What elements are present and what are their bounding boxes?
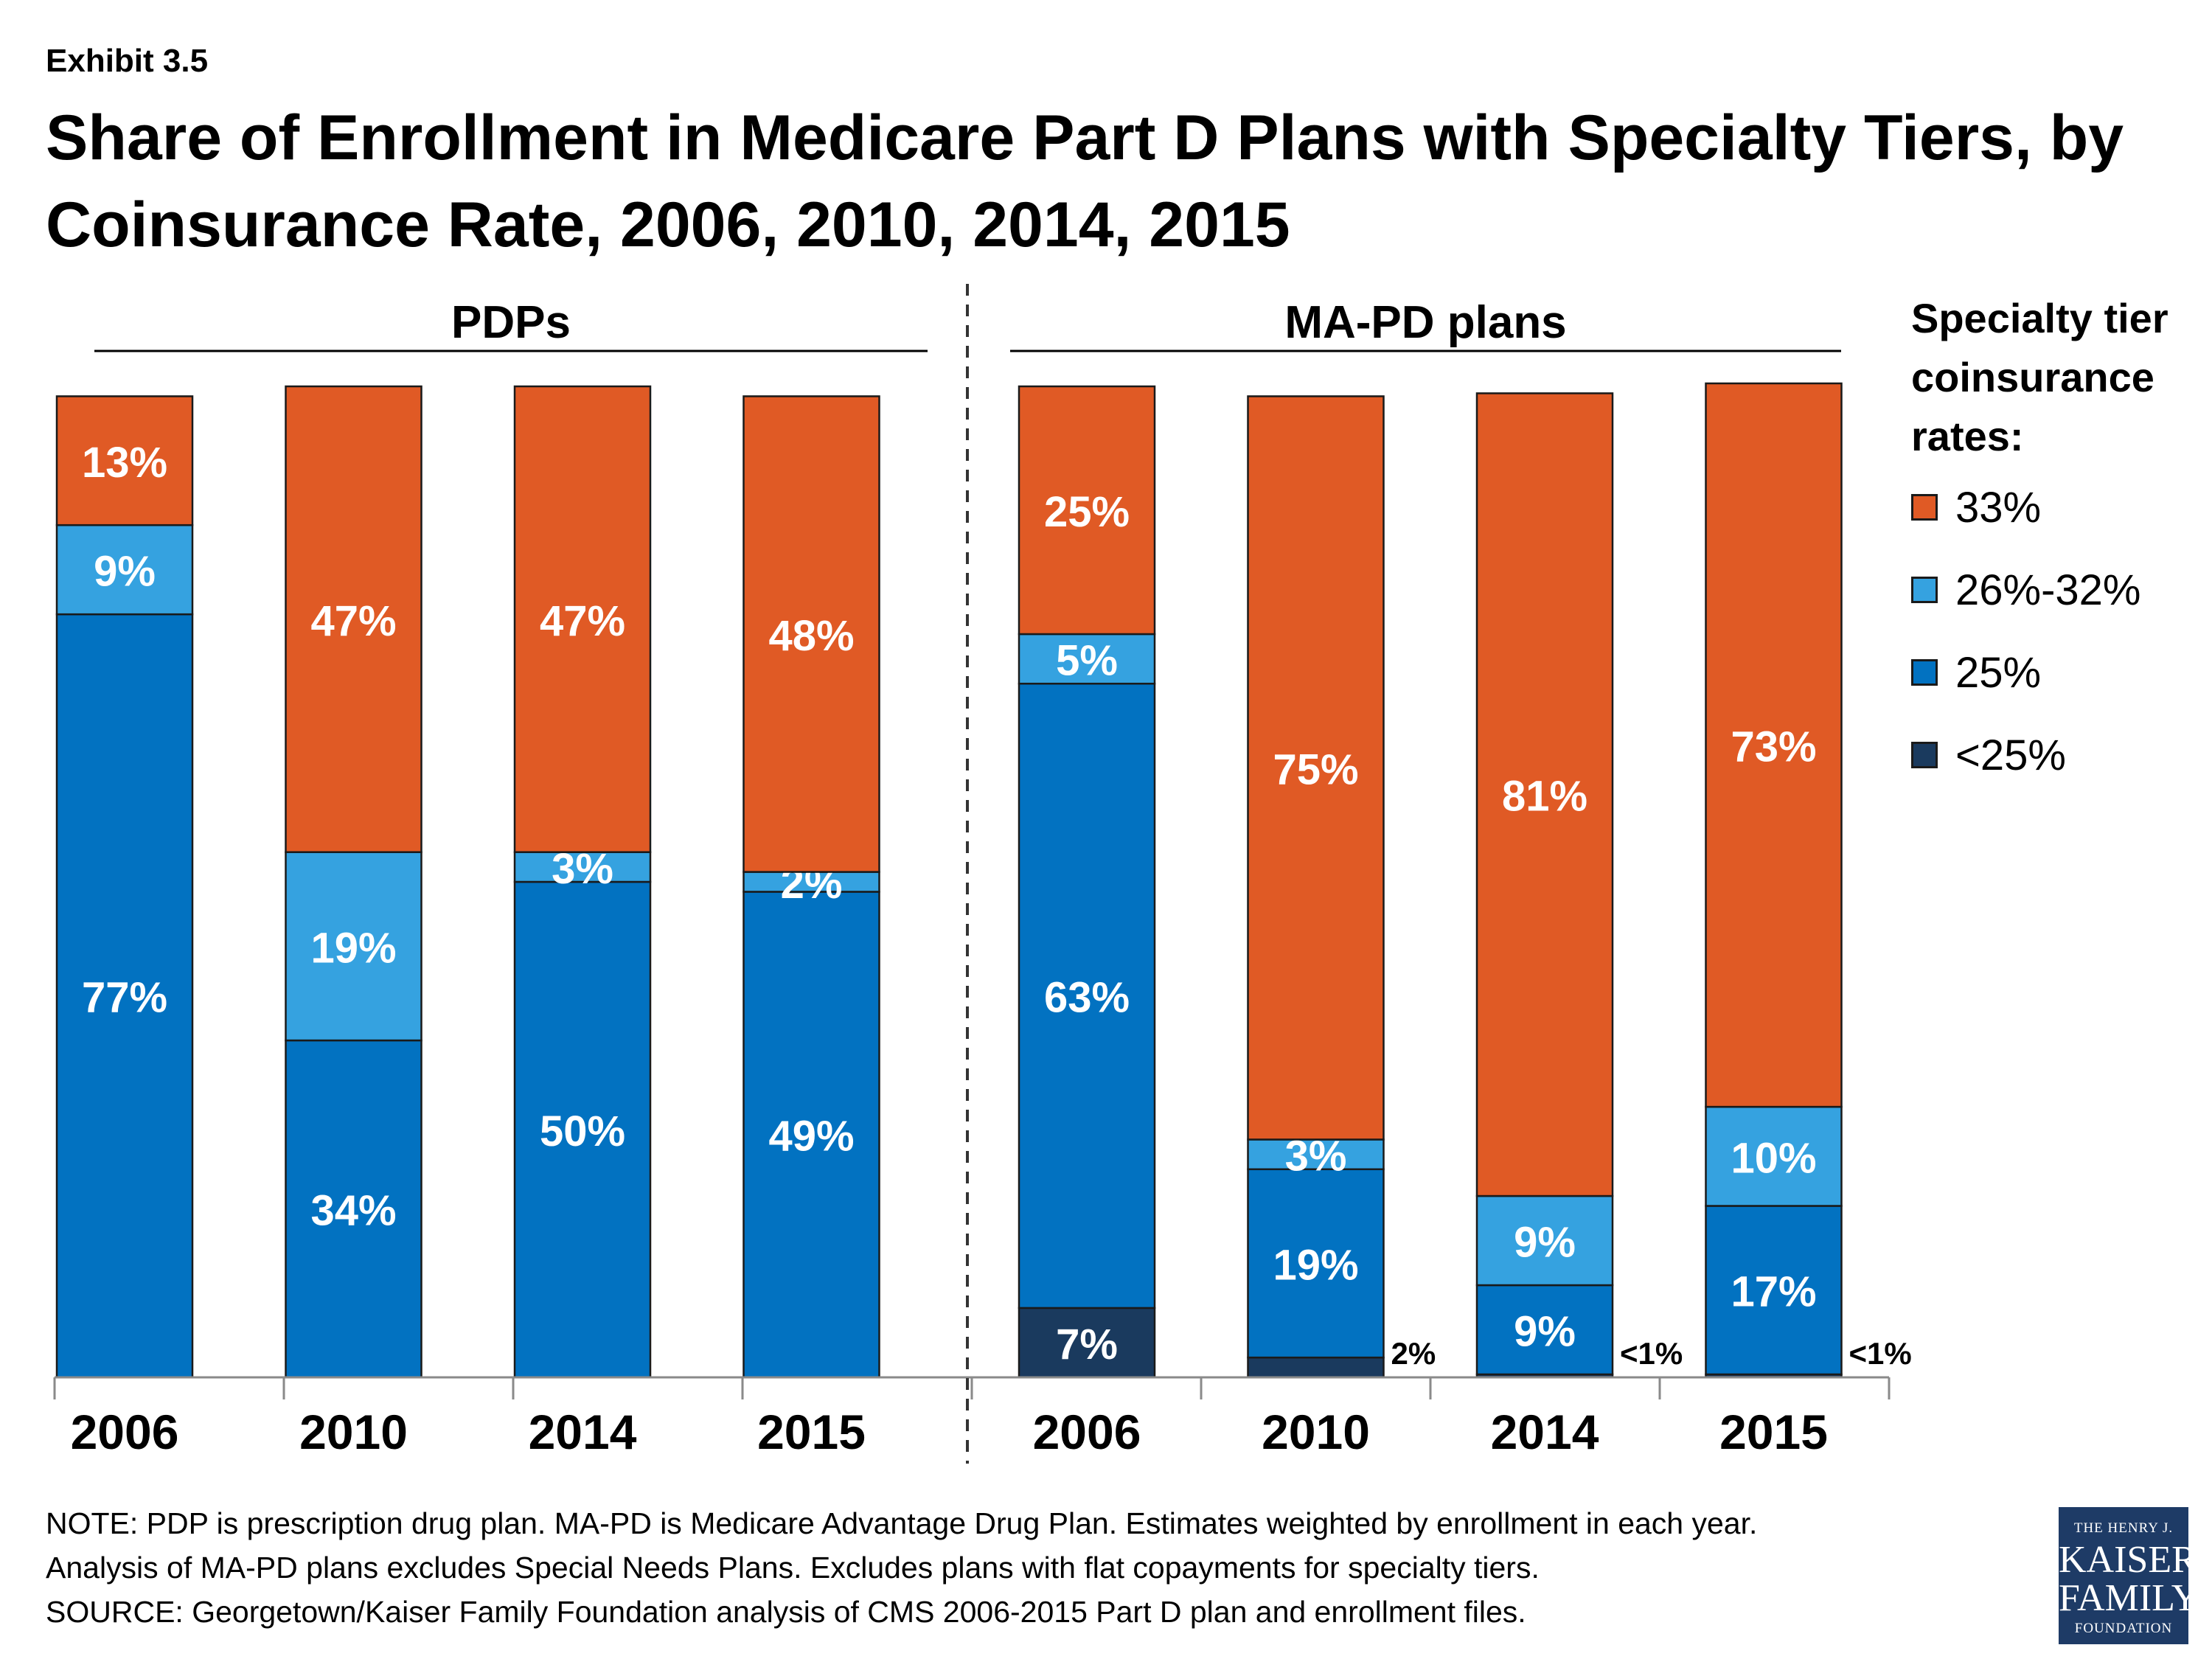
data-label: 19% (310, 924, 396, 972)
x-tick-label: 2014 (1491, 1405, 1599, 1459)
legend-swatch (1911, 659, 1938, 686)
data-label: 13% (82, 439, 167, 487)
bar-segment (1475, 1194, 1614, 1287)
bar-segment (55, 524, 194, 616)
bar-segment (1705, 1105, 1843, 1207)
source-line: SOURCE: Georgetown/Kaiser Family Foundat… (46, 1595, 1526, 1629)
bar-segment (1475, 1284, 1614, 1376)
x-tick-label: 2014 (529, 1405, 637, 1459)
legend-item-25: 25% (1911, 631, 2177, 714)
group-header: MA-PD plans (1284, 297, 1566, 348)
bar-segment (742, 871, 880, 893)
legend-label: 26%-32% (1955, 566, 2141, 614)
bar-segment (55, 613, 194, 1379)
bar-segment (742, 891, 880, 1379)
legend-item-33: 33% (1911, 466, 2177, 549)
x-tick-label: 2006 (1033, 1405, 1141, 1459)
bar-segment (513, 385, 652, 853)
data-label: 47% (540, 597, 625, 645)
data-label: 19% (1273, 1241, 1358, 1289)
data-label: 50% (540, 1107, 625, 1155)
data-label: 10% (1731, 1134, 1816, 1182)
data-label: 34% (310, 1187, 396, 1235)
x-tick-label: 2010 (1262, 1405, 1370, 1459)
legend-swatch (1911, 742, 1938, 768)
data-label: 49% (768, 1113, 854, 1161)
legend-swatch (1911, 494, 1938, 521)
bar-segment (285, 385, 422, 853)
footnotes: NOTE: PDP is prescription drug plan. MA-… (46, 1501, 1757, 1634)
legend: Specialty tier coinsurance rates: 33% 26… (1911, 289, 2177, 796)
legend-label: <25% (1955, 731, 2066, 779)
legend-label: 33% (1955, 483, 2042, 532)
chart-title: Share of Enrollment in Medicare Part D P… (46, 102, 2124, 260)
bar-segment (1018, 385, 1156, 636)
bar-segment (1247, 1138, 1385, 1171)
bar-segment (1705, 1205, 1843, 1376)
bar-segment (1018, 633, 1156, 685)
bar-segment (1247, 1168, 1385, 1359)
bar-segment (1247, 1356, 1385, 1379)
data-label: 81% (1502, 773, 1587, 821)
data-label: 73% (1731, 723, 1816, 771)
data-label: <1% (1620, 1336, 1683, 1371)
data-label: 2% (1391, 1336, 1436, 1371)
legend-item-26-32: 26%-32% (1911, 549, 2177, 631)
data-label: 47% (310, 597, 396, 645)
exhibit-label: Exhibit 3.5 (46, 43, 209, 79)
data-label: 17% (1731, 1268, 1816, 1316)
legend-title: Specialty tier coinsurance rates: (1911, 295, 2168, 459)
data-label: 9% (94, 548, 156, 596)
data-label: 5% (1056, 637, 1118, 685)
data-label: 7% (1056, 1321, 1118, 1368)
bar-segment (742, 395, 880, 873)
x-tick-label: 2015 (757, 1405, 866, 1459)
data-label: 75% (1273, 745, 1358, 793)
bar-segment (1475, 392, 1614, 1197)
data-label: 77% (82, 974, 167, 1022)
bar-segment (285, 851, 422, 1042)
legend-label: 25% (1955, 648, 2042, 697)
bar-segment (1018, 1307, 1156, 1379)
data-label: 9% (1514, 1307, 1576, 1355)
legend-item-under-25: <25% (1911, 714, 2177, 796)
data-label: 48% (768, 612, 854, 660)
x-tick-label: 2015 (1719, 1405, 1828, 1459)
group-header: PDPs (451, 297, 571, 348)
bar-segment (1018, 682, 1156, 1310)
note-line: Analysis of MA-PD plans excludes Special… (46, 1551, 1540, 1585)
bar-segment (513, 851, 652, 883)
stacked-bar-chart: 77%9%13%200634%19%47%201050%3%47%201449%… (53, 284, 1912, 1464)
data-label: <1% (1849, 1336, 1912, 1371)
x-tick-label: 2010 (299, 1405, 408, 1459)
note-line: NOTE: PDP is prescription drug plan. MA-… (46, 1506, 1758, 1540)
bar-segment (1705, 382, 1843, 1108)
x-tick-label: 2006 (71, 1405, 179, 1459)
legend-swatch (1911, 577, 1938, 603)
data-label: 63% (1044, 974, 1130, 1022)
data-label: 25% (1044, 488, 1130, 536)
bar-segment (1247, 395, 1385, 1141)
kff-logo: THE HENRY J. KAISER FAMILY FOUNDATION (2059, 1507, 2199, 1644)
bar-segment (55, 395, 194, 526)
data-label: 9% (1514, 1219, 1576, 1267)
